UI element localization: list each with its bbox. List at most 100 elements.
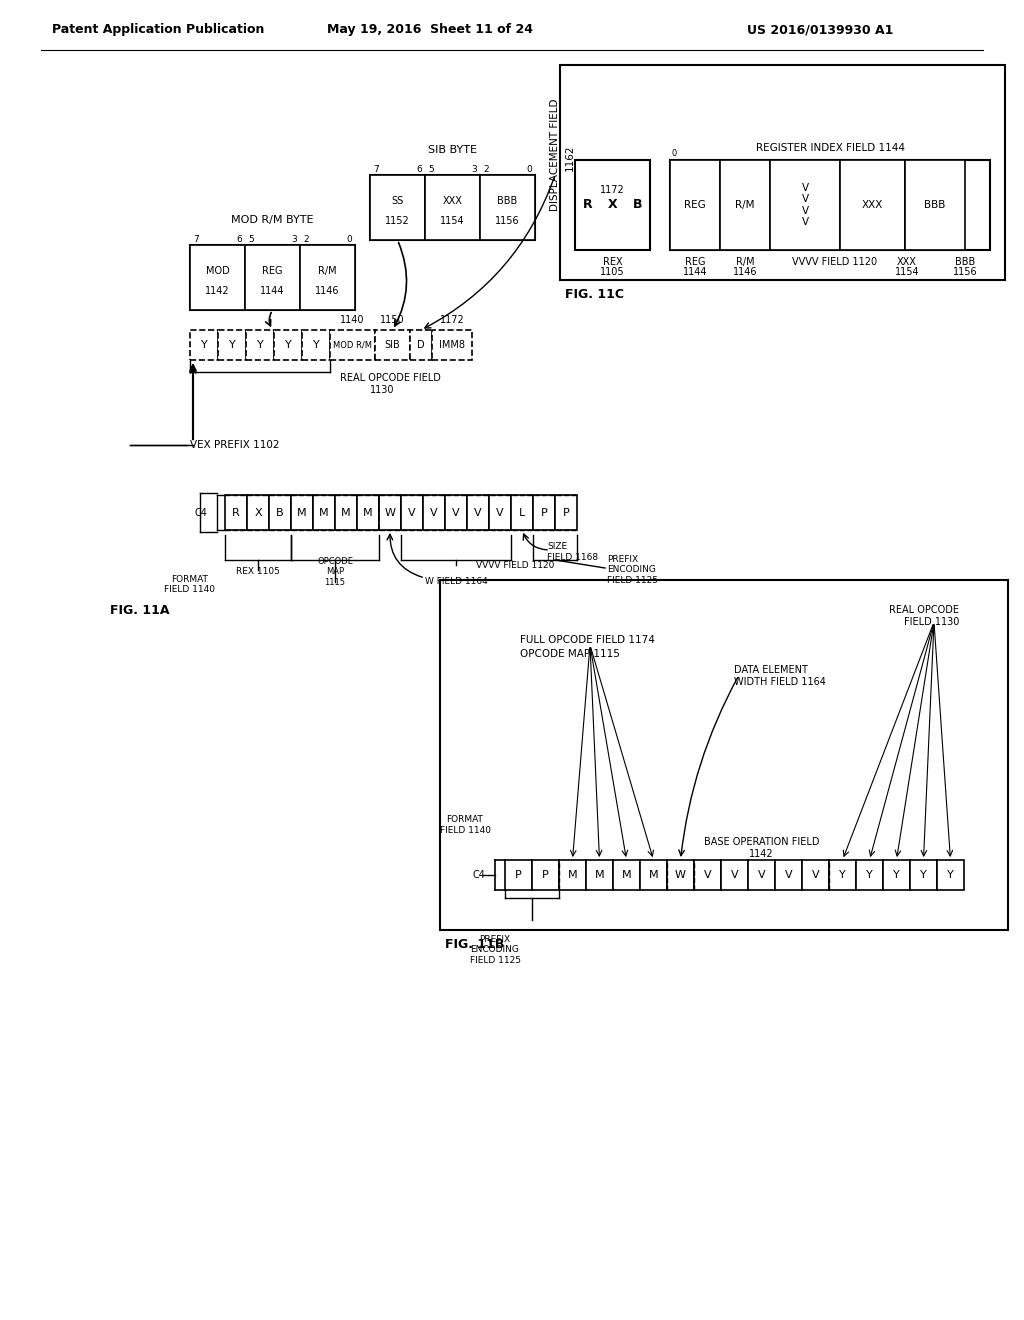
Text: V: V xyxy=(453,507,460,517)
Text: C4: C4 xyxy=(195,507,207,517)
Text: M: M xyxy=(319,507,329,517)
Text: 3: 3 xyxy=(471,165,477,174)
FancyBboxPatch shape xyxy=(625,160,650,249)
Text: M: M xyxy=(364,507,373,517)
FancyBboxPatch shape xyxy=(905,160,965,249)
Text: SIB: SIB xyxy=(385,341,400,350)
FancyBboxPatch shape xyxy=(511,495,534,531)
Text: Y: Y xyxy=(257,341,263,350)
FancyBboxPatch shape xyxy=(802,861,829,890)
Text: Y: Y xyxy=(866,870,872,880)
FancyBboxPatch shape xyxy=(640,861,667,890)
FancyBboxPatch shape xyxy=(432,330,472,360)
Text: 1172: 1172 xyxy=(439,315,464,325)
Text: Y: Y xyxy=(201,341,208,350)
FancyBboxPatch shape xyxy=(883,861,910,890)
FancyBboxPatch shape xyxy=(401,495,423,531)
FancyBboxPatch shape xyxy=(910,861,937,890)
Text: L: L xyxy=(519,507,525,517)
FancyBboxPatch shape xyxy=(720,160,770,249)
Text: REX 1105: REX 1105 xyxy=(237,568,280,577)
Text: 1152: 1152 xyxy=(385,215,410,226)
FancyBboxPatch shape xyxy=(856,861,883,890)
FancyBboxPatch shape xyxy=(667,861,694,890)
Text: P: P xyxy=(542,870,549,880)
Text: XXX: XXX xyxy=(897,257,916,267)
Text: DATA ELEMENT: DATA ELEMENT xyxy=(734,665,808,675)
Text: FIG. 11A: FIG. 11A xyxy=(110,603,170,616)
Text: 1142: 1142 xyxy=(205,285,229,296)
Text: PREFIX
ENCODING
FIELD 1125: PREFIX ENCODING FIELD 1125 xyxy=(469,935,520,965)
Text: Y: Y xyxy=(312,341,319,350)
FancyBboxPatch shape xyxy=(291,495,313,531)
FancyBboxPatch shape xyxy=(613,861,640,890)
Text: 0: 0 xyxy=(672,149,677,158)
FancyBboxPatch shape xyxy=(330,330,375,360)
Text: MOD: MOD xyxy=(206,267,229,276)
FancyBboxPatch shape xyxy=(586,861,613,890)
FancyBboxPatch shape xyxy=(375,330,410,360)
Text: V: V xyxy=(784,870,793,880)
Text: R: R xyxy=(583,198,592,211)
Text: M: M xyxy=(622,870,632,880)
FancyBboxPatch shape xyxy=(335,495,357,531)
Text: 1130: 1130 xyxy=(370,385,394,395)
FancyBboxPatch shape xyxy=(505,861,532,890)
FancyBboxPatch shape xyxy=(247,495,269,531)
Text: 6: 6 xyxy=(237,235,242,244)
Text: X: X xyxy=(607,198,617,211)
Text: 2: 2 xyxy=(483,165,488,174)
Text: 7: 7 xyxy=(193,235,199,244)
FancyBboxPatch shape xyxy=(440,579,1008,931)
Text: REAL OPCODE FIELD: REAL OPCODE FIELD xyxy=(340,374,441,383)
Text: FIG. 11B: FIG. 11B xyxy=(445,937,505,950)
Text: X: X xyxy=(254,507,262,517)
FancyBboxPatch shape xyxy=(190,330,218,360)
Text: 1140: 1140 xyxy=(340,315,365,325)
FancyBboxPatch shape xyxy=(302,330,330,360)
Text: W: W xyxy=(675,870,686,880)
Text: C4: C4 xyxy=(472,870,485,880)
FancyBboxPatch shape xyxy=(670,160,990,249)
FancyBboxPatch shape xyxy=(218,330,246,360)
Text: D: D xyxy=(417,341,425,350)
FancyBboxPatch shape xyxy=(555,495,577,531)
Text: V: V xyxy=(474,507,482,517)
Text: REGISTER INDEX FIELD 1144: REGISTER INDEX FIELD 1144 xyxy=(756,143,904,153)
FancyBboxPatch shape xyxy=(937,861,964,890)
Text: May 19, 2016  Sheet 11 of 24: May 19, 2016 Sheet 11 of 24 xyxy=(327,24,534,37)
Text: OPCODE
MAP
1115: OPCODE MAP 1115 xyxy=(317,557,353,587)
Text: P: P xyxy=(515,870,522,880)
FancyBboxPatch shape xyxy=(410,330,432,360)
Text: R/M: R/M xyxy=(318,267,337,276)
FancyBboxPatch shape xyxy=(532,861,559,890)
Text: R/M: R/M xyxy=(735,257,755,267)
Text: V: V xyxy=(812,870,819,880)
Text: Y: Y xyxy=(921,870,927,880)
Text: 2: 2 xyxy=(303,235,308,244)
FancyBboxPatch shape xyxy=(357,495,379,531)
FancyBboxPatch shape xyxy=(246,330,274,360)
FancyBboxPatch shape xyxy=(770,160,840,249)
Text: B: B xyxy=(633,198,642,211)
FancyBboxPatch shape xyxy=(721,861,748,890)
Text: 1144: 1144 xyxy=(683,267,708,277)
FancyBboxPatch shape xyxy=(575,160,650,249)
Text: Y: Y xyxy=(893,870,900,880)
Text: Y: Y xyxy=(228,341,236,350)
Text: 1142: 1142 xyxy=(750,849,774,859)
Text: BBB: BBB xyxy=(925,201,946,210)
Text: WIDTH FIELD 1164: WIDTH FIELD 1164 xyxy=(734,677,826,686)
FancyBboxPatch shape xyxy=(190,246,355,310)
Text: 7: 7 xyxy=(373,165,379,174)
Text: BBB: BBB xyxy=(498,195,517,206)
FancyBboxPatch shape xyxy=(300,246,355,310)
Text: VVVV FIELD 1120: VVVV FIELD 1120 xyxy=(793,257,878,267)
Text: V: V xyxy=(497,507,504,517)
FancyBboxPatch shape xyxy=(575,160,600,249)
Text: Patent Application Publication: Patent Application Publication xyxy=(52,24,264,37)
Text: 1172: 1172 xyxy=(600,185,625,195)
Text: W: W xyxy=(384,507,395,517)
Text: FIG. 11C: FIG. 11C xyxy=(565,288,624,301)
FancyBboxPatch shape xyxy=(370,176,535,240)
